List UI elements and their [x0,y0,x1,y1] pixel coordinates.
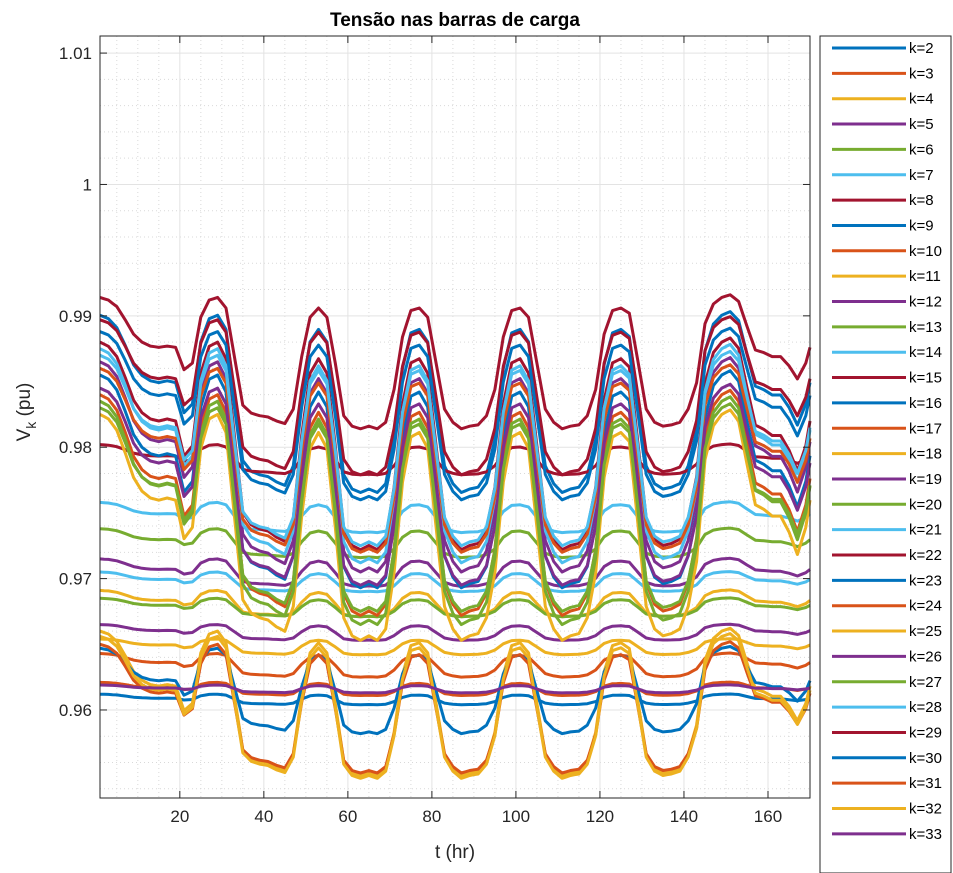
legend-label: k=26 [909,648,942,665]
x-axis-label: t (hr) [435,842,475,863]
legend-label: k=27 [909,674,942,691]
legend-label: k=28 [909,699,942,716]
x-tick-label: 20 [170,807,189,826]
y-tick-label: 0.98 [59,438,92,457]
legend-label: k=33 [909,826,942,843]
x-tick-label: 160 [754,807,782,826]
x-tick-label: 100 [502,807,530,826]
y-tick-label: 1 [83,175,92,194]
x-tick-label: 80 [422,807,441,826]
series-line-k-23 [99,326,812,502]
y-tick-label: 0.97 [59,570,92,589]
axis-ticks: 20 40 60 80 100 120 140 160 0.96 0.97 0.98 0.99 1 1.0… [59,36,810,826]
series-line-k-19 [99,356,812,574]
x-tick-label: 140 [670,807,698,826]
series-line-k-29 [99,293,812,431]
legend-label: k=18 [909,446,942,463]
series-line-k-28 [99,349,812,548]
legend-label: k=31 [909,775,942,792]
legend-label: k=15 [909,370,942,387]
legend-label: k=8 [909,192,934,209]
y-tick-label: 1.01 [59,44,92,63]
legend-label: k=25 [909,623,942,640]
legend-label: k=32 [909,801,942,818]
series-line-k-2 [99,310,812,494]
legend-label: k=11 [909,268,941,285]
legend-label: k=9 [909,217,934,234]
legend-label: k=13 [909,319,942,336]
series-group [99,293,812,780]
legend-label: k=23 [909,572,942,589]
series-line-k-27 [99,402,812,613]
legend-label: k=14 [909,344,942,361]
series-line-k-3 [99,651,811,679]
chart-title: Tensão nas barras de carga [330,10,580,31]
legend-label: k=29 [909,724,942,741]
series-line-k-24 [99,363,812,554]
legend-label: k=19 [909,471,942,488]
series-line-k-9 [99,692,811,707]
x-tick-label: 120 [586,807,614,826]
legend-label: k=4 [909,91,934,108]
y-tick-label: 0.96 [59,701,92,720]
legend-label: k=7 [909,167,934,184]
series-line-k-26 [99,382,812,587]
legend-label: k=12 [909,294,942,311]
x-tick-label: 40 [254,807,273,826]
plot-frame [99,35,811,799]
legend-label: k=16 [909,395,942,412]
legend-label: k=10 [909,243,942,260]
y-axis-label: Vk (pu) [14,383,39,442]
series-line-k-33 [99,683,811,695]
legend-label: k=3 [909,65,934,82]
x-tick-label: 60 [338,807,357,826]
legend-label: k=20 [909,496,942,513]
series-line-k-20 [99,395,812,627]
series-line-k-22 [99,315,812,477]
legend-label: k=30 [909,750,942,767]
legend: k=2 k=3 k=4 k=5 k=6 k=7 k=8 k=9 k=10 k=11 k=12 k=13… [819,35,952,873]
series-line-k-8 [99,442,811,477]
legend-label: k=24 [909,598,942,615]
series-line-k-12 [99,622,811,642]
legend-label: k=17 [909,420,942,437]
legend-label: k=2 [909,40,934,57]
legend-label: k=22 [909,547,942,564]
plot-area [99,35,812,799]
legend-label: k=5 [909,116,934,133]
y-tick-label: 0.99 [59,307,92,326]
series-line-k-30 [99,645,812,736]
legend-label: k=21 [909,522,942,539]
legend-label: k=6 [909,141,934,158]
series-line-k-32 [99,632,812,780]
series-line-k-18 [99,408,812,642]
